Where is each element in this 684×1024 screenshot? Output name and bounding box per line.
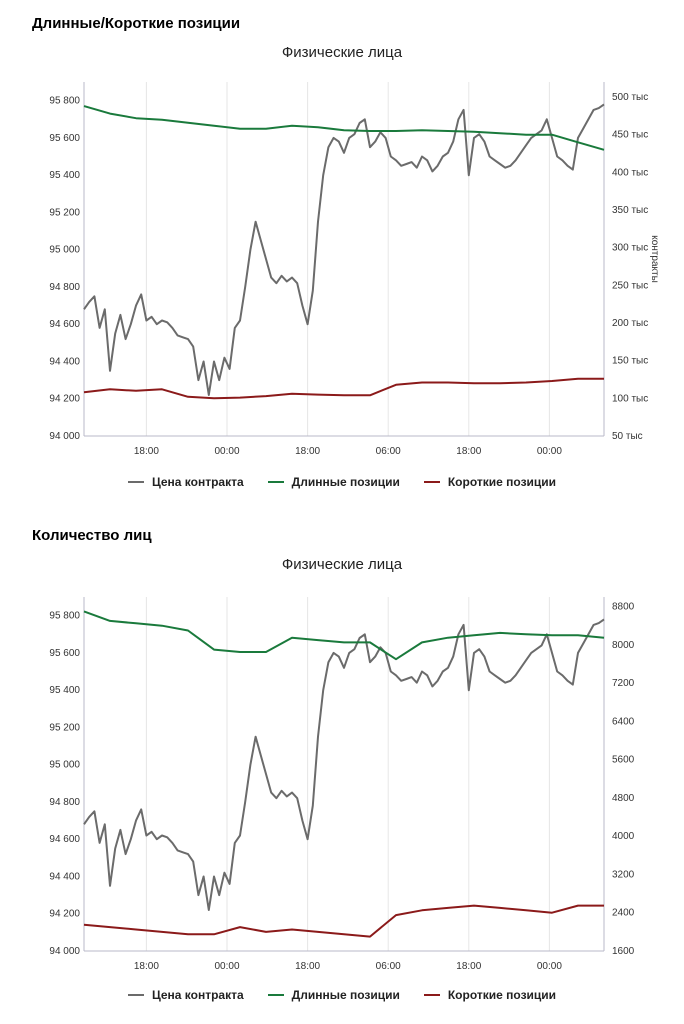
y-tick-label: 94 600 (49, 319, 80, 330)
series-line-short (83, 904, 604, 938)
legend-label-long: Длинные позиции (291, 475, 400, 489)
chart-title-1: Физические лица (281, 44, 403, 61)
positions-chart: 18:00 00:00 18:00 06:00 18:00 00:00 95 800 95 6… (49, 82, 660, 457)
legend-swatch-short (423, 481, 440, 483)
series-line-long (83, 105, 605, 151)
legend-swatch-short-2 (423, 994, 440, 996)
y2-tick-label: 500 тыс (612, 92, 648, 103)
y2-tick-label: 450 тыс (612, 130, 648, 141)
legend-label-short: Короткие позиции (447, 475, 557, 489)
x-tick-label: 00:00 (537, 446, 562, 457)
legend-label-price: Цена контракта (151, 475, 244, 489)
y-tick-label: 94 800 (49, 797, 80, 808)
legend-label-long-2: Длинные позиции (291, 988, 400, 1002)
chart-title-2: Физические лица (281, 556, 403, 573)
x-tick-label: 18:00 (134, 446, 159, 457)
x-tick-label: 00:00 (214, 446, 239, 457)
y2-tick-label: 3200 (612, 869, 635, 880)
x-tick-label: 18:00 (456, 446, 481, 457)
y2-tick-label: 2400 (612, 908, 635, 919)
section-heading-count: Количество лиц (32, 527, 152, 544)
y-tick-label: 95 400 (49, 685, 80, 696)
y-tick-label: 95 600 (49, 133, 80, 144)
y2-tick-label: 7200 (612, 678, 635, 689)
y-tick-label: 95 000 (49, 760, 80, 771)
y2-tick-label: 300 тыс (612, 243, 648, 254)
y-tick-label: 95 200 (49, 722, 80, 733)
y2-axis-label: контракты (649, 235, 660, 283)
x-tick-label: 06:00 (376, 961, 401, 972)
legend-item-long-2[interactable]: Длинные позиции (267, 988, 400, 1002)
y-tick-label: 94 200 (49, 394, 80, 405)
y-tick-label: 94 400 (49, 871, 80, 882)
y2-tick-label: 150 тыс (612, 356, 648, 367)
legend-item-price[interactable]: Цена контракта (127, 475, 244, 489)
y2-tick-label: 400 тыс (612, 167, 648, 178)
y-tick-label: 95 400 (49, 170, 80, 181)
x-tick-label: 18:00 (295, 446, 320, 457)
x-tick-label: 18:00 (295, 961, 320, 972)
y-tick-label: 95 200 (49, 207, 80, 218)
chart-legend-2: Цена контракта Длинные позиции Короткие … (0, 988, 684, 1002)
legend-label-price-2: Цена контракта (151, 988, 244, 1002)
y-tick-label: 94 400 (49, 356, 80, 367)
count-chart: 18:00 00:00 18:00 06:00 18:00 00:00 95 800 95 6… (49, 597, 635, 972)
legend-swatch-long-2 (267, 994, 284, 996)
series-line-short (83, 377, 604, 400)
x-tick-label: 00:00 (537, 961, 562, 972)
legend-swatch-long (267, 481, 284, 483)
y2-tick-label: 1600 (612, 946, 635, 957)
y2-tick-label: 6400 (612, 716, 635, 727)
x-tick-label: 18:00 (134, 961, 159, 972)
chart-legend-1: Цена контракта Длинные позиции Короткие … (0, 475, 684, 489)
x-tick-label: 06:00 (376, 446, 401, 457)
y-tick-label: 94 000 (49, 431, 80, 442)
y2-tick-label: 4000 (612, 831, 635, 842)
legend-swatch-price-2 (127, 994, 144, 996)
series-line-price (83, 618, 605, 911)
y2-tick-label: 100 тыс (612, 393, 648, 404)
legend-item-long[interactable]: Длинные позиции (267, 475, 400, 489)
y-tick-label: 95 800 (49, 96, 80, 107)
legend-swatch-price (127, 481, 144, 483)
section-heading-positions: Длинные/Короткие позиции (32, 15, 241, 32)
y2-tick-label: 350 тыс (612, 205, 648, 216)
y2-tick-label: 250 тыс (612, 280, 648, 291)
y2-tick-label: 5600 (612, 755, 635, 766)
legend-label-short-2: Короткие позиции (447, 988, 557, 1002)
legend-item-short-2[interactable]: Короткие позиции (423, 988, 557, 1002)
series-line-price (83, 103, 605, 396)
legend-item-short[interactable]: Короткие позиции (423, 475, 557, 489)
y-tick-label: 95 600 (49, 648, 80, 659)
legend-item-price-2[interactable]: Цена контракта (127, 988, 244, 1002)
y-tick-label: 94 200 (49, 909, 80, 920)
y2-tick-label: 8800 (612, 602, 635, 613)
series-line-long (83, 610, 605, 661)
y2-tick-label: 8000 (612, 640, 635, 651)
y-tick-label: 94 800 (49, 282, 80, 293)
y-tick-label: 95 800 (49, 611, 80, 622)
y-tick-label: 94 600 (49, 834, 80, 845)
x-tick-label: 00:00 (214, 961, 239, 972)
y2-tick-label: 200 тыс (612, 318, 648, 329)
y2-tick-label: 4800 (612, 793, 635, 804)
y-tick-label: 95 000 (49, 245, 80, 256)
y2-tick-label: 50 тыс (612, 431, 643, 442)
y-tick-label: 94 000 (49, 946, 80, 957)
x-tick-label: 18:00 (456, 961, 481, 972)
